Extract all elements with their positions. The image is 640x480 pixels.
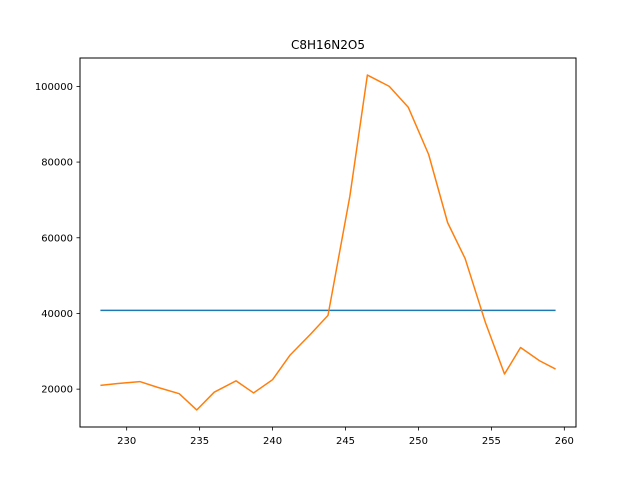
x-tick-label: 250 bbox=[409, 436, 428, 447]
x-tick-label: 230 bbox=[117, 436, 136, 447]
x-tick-label: 240 bbox=[263, 436, 282, 447]
x-tick-label: 235 bbox=[190, 436, 209, 447]
plot-frame bbox=[79, 57, 577, 428]
x-tick-label: 260 bbox=[555, 436, 574, 447]
x-tick-label: 245 bbox=[336, 436, 355, 447]
axes: 230 235 240 245 250 255 260 20000 40000 60000 8000… bbox=[35, 82, 574, 447]
x-tick-label: 255 bbox=[482, 436, 501, 447]
y-tick-label: 60000 bbox=[41, 233, 73, 244]
y-tick-label: 40000 bbox=[41, 309, 73, 320]
series-layer bbox=[100, 74, 556, 411]
y-tick-label: 100000 bbox=[35, 82, 73, 93]
y-tick-label: 20000 bbox=[41, 385, 73, 396]
chart-title: C8H16N2O5 bbox=[291, 38, 365, 52]
series-line-2 bbox=[100, 74, 556, 411]
y-tick-label: 80000 bbox=[41, 158, 73, 169]
